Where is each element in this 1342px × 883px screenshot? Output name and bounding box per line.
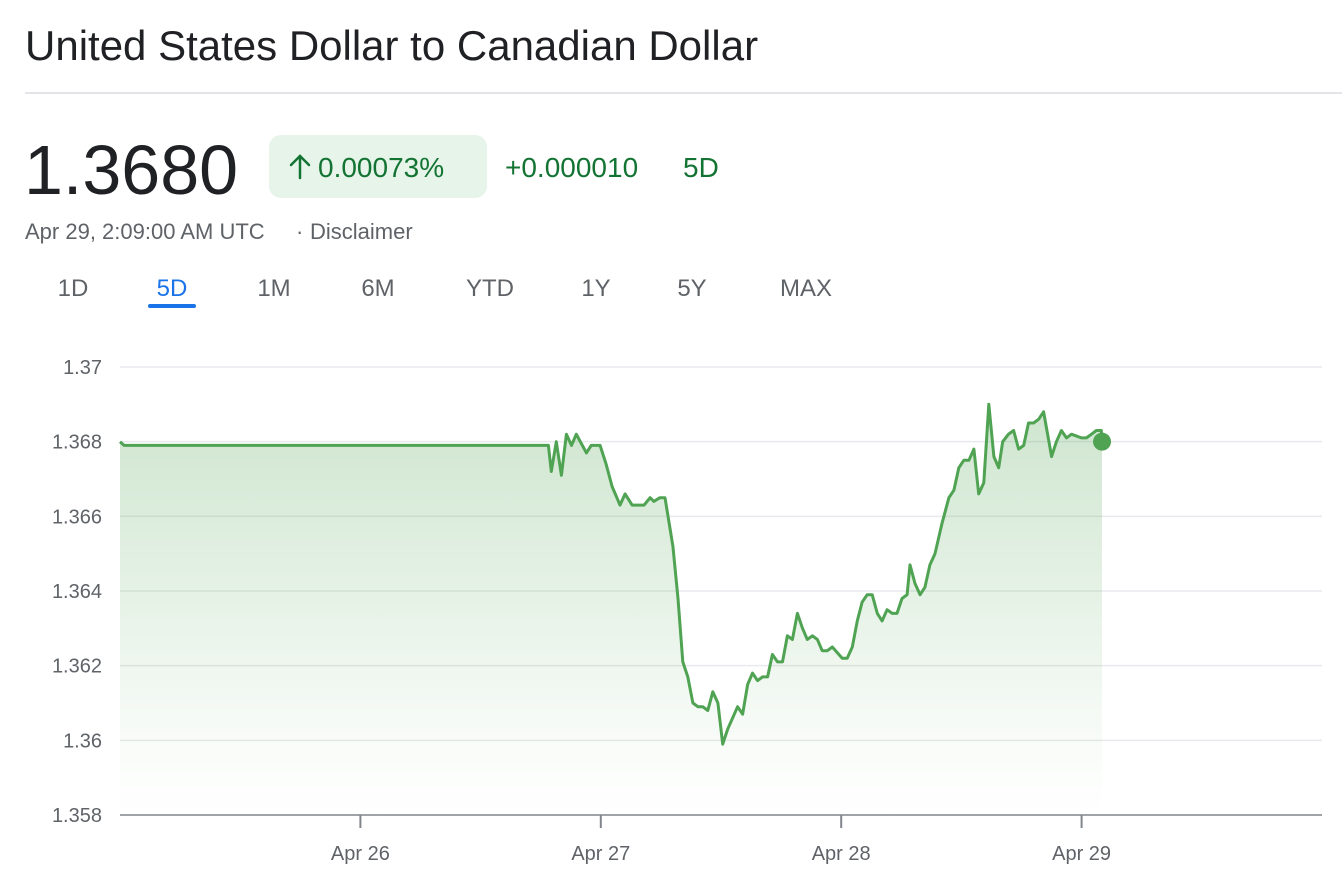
change-period: 5D [683,152,719,183]
x-tick-label: Apr 27 [571,843,630,865]
separator: · [296,219,303,244]
up-arrow-icon [289,154,311,180]
price: 1.3680 [24,131,238,209]
area-fill [120,404,1102,815]
x-tick-label: Apr 26 [331,843,390,865]
price-line [118,402,1104,746]
y-tick-label: 1.362 [52,656,102,678]
y-tick-label: 1.37 [63,357,102,379]
x-tick-label: Apr 28 [812,843,871,865]
y-tick-label: 1.36 [63,730,102,752]
range-tab[interactable]: 1D [58,275,89,302]
change-percent: 0.00073% [318,152,444,183]
range-tab[interactable]: 1M [257,275,290,302]
change-abs: +0.000010 [505,152,638,183]
disclaimer-link[interactable]: Disclaimer [310,219,413,244]
y-tick-label: 1.368 [52,432,102,454]
last-point [1093,432,1112,451]
tab-underline [148,304,196,308]
y-tick-label: 1.358 [52,805,102,827]
range-tab[interactable]: 5D [157,275,188,302]
y-tick-label: 1.366 [52,506,102,528]
change-badge [269,135,487,198]
range-tab[interactable]: YTD [466,275,514,302]
range-tab[interactable]: 6M [361,275,394,302]
chart: 1.358 1.36 1.362 1.364 1.366 1.368 1.37 Apr 26 A… [52,357,1322,865]
timestamp: Apr 29, 2:09:00 AM UTC [25,219,265,244]
y-tick-label: 1.364 [52,581,102,603]
range-tabs: 1D 5D 1M 6M YTD 1Y 5Y MAX [58,275,832,308]
page-title: United States Dollar to Canadian Dollar [25,22,758,69]
range-tab[interactable]: MAX [780,275,832,302]
range-tab[interactable]: 1Y [581,275,610,302]
x-tick-label: Apr 29 [1052,843,1111,865]
range-tab[interactable]: 5Y [677,275,706,302]
